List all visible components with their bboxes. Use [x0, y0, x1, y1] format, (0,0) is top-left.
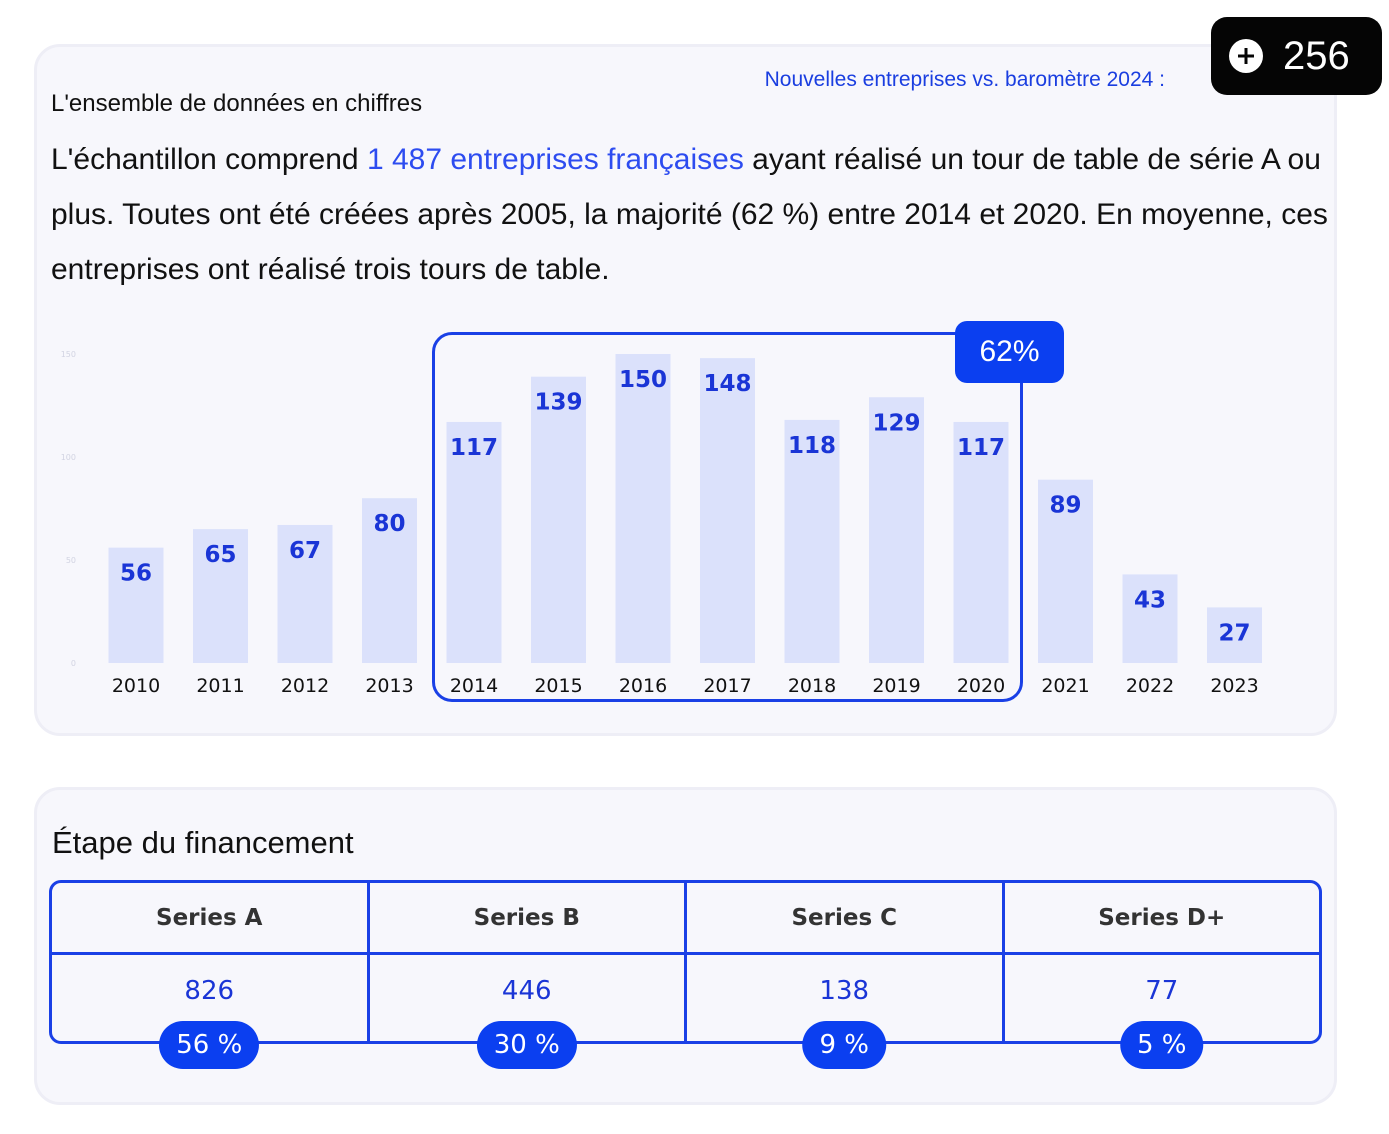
- stage-count: 77: [1145, 976, 1179, 1006]
- funding-stage-title: Étape du financement: [52, 825, 354, 860]
- highlight-percentage-badge: 62%: [955, 321, 1064, 383]
- x-tick-label: 2022: [1126, 675, 1174, 697]
- bar-value-label: 43: [1134, 587, 1166, 613]
- stage-header: Series C: [687, 883, 1002, 955]
- stage-share-pill: 56 %: [159, 1021, 260, 1069]
- stage-column-series-d-plus: Series D+ 77 5 %: [1004, 883, 1319, 1069]
- bar-value-label: 27: [1218, 620, 1250, 646]
- x-tick-label: 2021: [1041, 675, 1089, 697]
- stage-column-series-b: Series B 446 30 %: [369, 883, 687, 1069]
- counter-value: 256: [1283, 33, 1350, 78]
- bar-2019: [869, 397, 924, 663]
- y-tick-label: 0: [71, 659, 76, 668]
- intro-paragraph: L'échantillon comprend 1 487 entreprises…: [51, 132, 1336, 297]
- bar-2012: [277, 524, 333, 663]
- bar-value-label: 118: [788, 433, 836, 459]
- bar-value-label: 129: [872, 410, 920, 436]
- stage-share-pill: 9 %: [802, 1021, 887, 1069]
- bar-chart: 0 50 100 150 56 2010 65 2011 67 2012 80 2013 117 2014…: [61, 350, 1262, 697]
- stage-header: Series B: [369, 883, 684, 955]
- bar-2014: [446, 421, 502, 663]
- x-tick-label: 2012: [281, 675, 329, 697]
- bar-value-label: 65: [204, 542, 236, 568]
- bar-2017: [700, 358, 755, 663]
- x-tick-label: 2011: [196, 675, 244, 697]
- plus-icon: [1229, 39, 1263, 73]
- bar-2016: [615, 354, 671, 663]
- stage-count: 446: [501, 976, 552, 1006]
- intro-highlight: 1 487 entreprises françaises: [366, 143, 744, 176]
- bar-2013: [362, 498, 417, 663]
- barometer-link[interactable]: Nouvelles entreprises vs. baromètre 2024…: [764, 68, 1165, 91]
- intro-text-end: ayant réalisé un tour de table de série …: [51, 143, 1328, 286]
- bar-value-label: 56: [120, 561, 152, 587]
- y-tick-label: 150: [61, 350, 76, 359]
- stage-column-series-c: Series C 138 9 %: [687, 883, 1005, 1069]
- x-tick-label: 2017: [703, 675, 751, 697]
- bar-value-label: 80: [373, 511, 405, 537]
- counter-badge[interactable]: 256: [1211, 17, 1382, 95]
- x-tick-label: 2023: [1210, 675, 1258, 697]
- x-tick-label: 2018: [788, 675, 836, 697]
- x-tick-label: 2015: [534, 675, 582, 697]
- bar-2022: [1122, 574, 1178, 663]
- bar-value-label: 67: [289, 538, 321, 564]
- bar-value-label: 89: [1049, 493, 1081, 519]
- bar-2021: [1038, 479, 1093, 663]
- x-tick-label: 2020: [957, 675, 1005, 697]
- x-tick-label: 2013: [365, 675, 413, 697]
- intro-text-start: L'échantillon comprend: [51, 143, 367, 176]
- bar-2015: [531, 376, 586, 663]
- section-subtitle: L'ensemble de données en chiffres: [51, 90, 423, 117]
- bar-value-label: 150: [619, 367, 667, 393]
- stage-count: 138: [819, 976, 870, 1006]
- stage-count: 826: [184, 976, 235, 1006]
- stage-header: Series A: [52, 883, 367, 955]
- funding-stage-table: Series A 826 56 % Series B 446 30 % Seri…: [49, 880, 1322, 1069]
- x-tick-label: 2016: [619, 675, 667, 697]
- stage-share-pill: 30 %: [476, 1021, 577, 1069]
- stage-column-series-a: Series A 826 56 %: [52, 883, 370, 1069]
- bar-2011: [193, 529, 248, 663]
- y-tick-label: 100: [61, 453, 76, 462]
- stage-share-pill: 5 %: [1119, 1021, 1204, 1069]
- bar-value-label: 117: [450, 435, 498, 461]
- x-tick-label: 2019: [872, 675, 920, 697]
- y-tick-label: 50: [66, 556, 76, 565]
- bar-value-label: 139: [534, 390, 582, 416]
- x-tick-label: 2014: [450, 675, 498, 697]
- bar-2010: [108, 547, 164, 663]
- bar-2018: [784, 419, 840, 663]
- dataset-card: [34, 44, 1337, 736]
- stage-header: Series D+: [1004, 883, 1319, 955]
- bar-2023: [1207, 607, 1262, 663]
- x-tick-label: 2010: [112, 675, 160, 697]
- bar-2020: [953, 421, 1009, 663]
- bar-value-label: 148: [703, 371, 751, 397]
- bar-value-label: 117: [957, 435, 1005, 461]
